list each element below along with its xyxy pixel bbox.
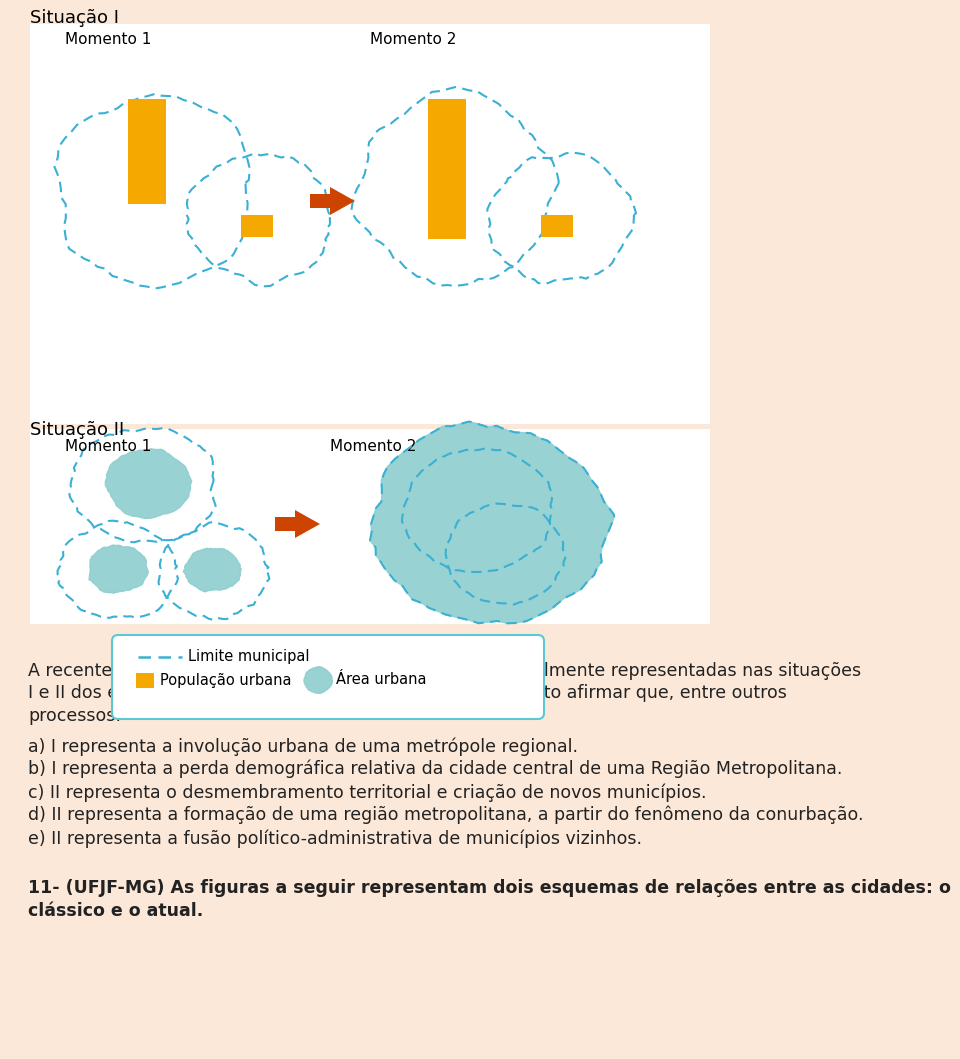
Bar	[541, 215, 573, 237]
FancyBboxPatch shape	[112, 635, 544, 719]
Polygon shape	[370, 421, 614, 624]
Text: Momento 2: Momento 2	[330, 439, 417, 454]
Polygon shape	[304, 667, 332, 694]
Text: clássico e o atual.: clássico e o atual.	[28, 902, 204, 920]
Text: Área urbana: Área urbana	[336, 672, 426, 687]
Polygon shape	[106, 449, 192, 519]
Text: e) II representa a fusão político-administrativa de municípios vizinhos.: e) II representa a fusão político-admini…	[28, 829, 642, 847]
Text: b) I representa a perda demográfica relativa da cidade central de uma Região Met: b) I representa a perda demográfica rela…	[28, 760, 842, 778]
Text: processos:: processos:	[28, 707, 121, 725]
Bar	[30, 24, 710, 424]
Text: Situação II: Situação II	[30, 421, 124, 439]
Text: 11- (UFJF-MG) As figuras a seguir representam dois esquemas de relações entre as: 11- (UFJF-MG) As figuras a seguir repres…	[28, 879, 950, 897]
Bar	[136, 674, 154, 688]
Bar	[241, 215, 273, 237]
Text: A recente urbanização brasileira tem características parcialmente representadas : A recente urbanização brasileira tem car…	[28, 661, 861, 680]
Text: População urbana: População urbana	[160, 672, 292, 687]
Bar	[428, 98, 466, 239]
Text: Situação I: Situação I	[30, 8, 119, 26]
Polygon shape	[295, 510, 320, 538]
Text: Momento 1: Momento 1	[65, 32, 152, 47]
Text: Limite municipal: Limite municipal	[188, 649, 309, 664]
Bar	[30, 429, 710, 624]
Polygon shape	[89, 545, 148, 593]
Text: a) I representa a involução urbana de uma metrópole regional.: a) I representa a involução urbana de um…	[28, 737, 578, 755]
Text: Momento 1: Momento 1	[65, 439, 152, 454]
Text: Momento 2: Momento 2	[370, 32, 456, 47]
Text: d) II representa a formação de uma região metropolitana, a partir do fenômeno da: d) II representa a formação de uma regiã…	[28, 806, 863, 825]
Text: I e II dos esquemas. Considerando essas situações, é correto afirmar que, entre : I e II dos esquemas. Considerando essas …	[28, 684, 787, 702]
Bar	[128, 98, 166, 204]
Polygon shape	[183, 549, 241, 592]
Bar	[310, 194, 330, 208]
Text: c) II representa o desmembramento territorial e criação de novos municípios.: c) II representa o desmembramento territ…	[28, 783, 707, 802]
Polygon shape	[330, 187, 355, 215]
Bar	[275, 517, 295, 531]
